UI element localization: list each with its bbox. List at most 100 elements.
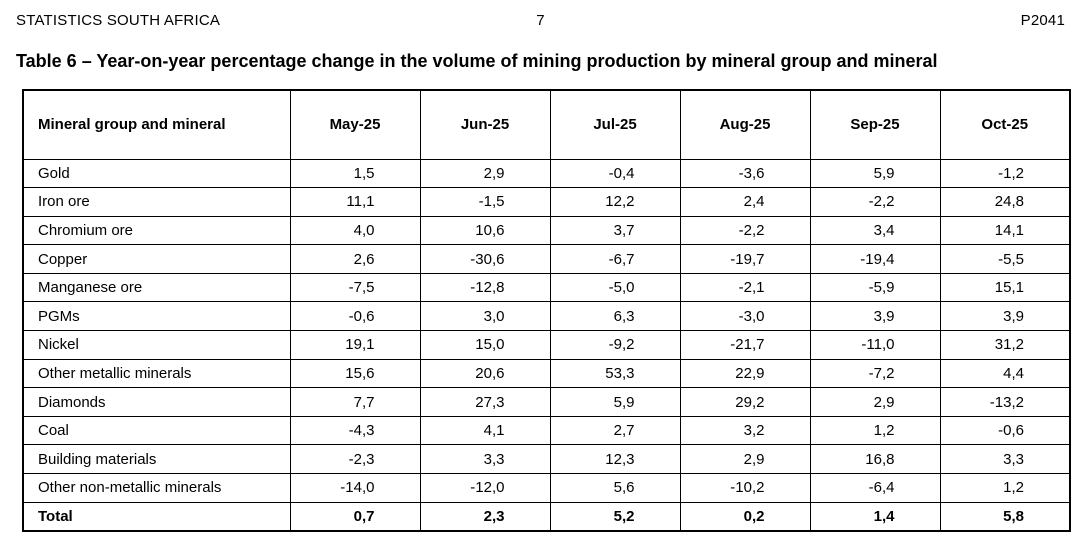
table-title: Table 6 – Year-on-year percentage change…: [16, 51, 938, 71]
value-cell: 2,9: [419, 158, 551, 189]
row-label: Total: [22, 501, 291, 532]
value-cell: 24,8: [939, 187, 1071, 217]
mining-production-table: Mineral group and mineral May-25 Jun-25 Ju…: [22, 89, 1071, 532]
value-cell: -5,5: [939, 244, 1071, 274]
page-header: STATISTICS SOUTH AFRICA 7 P2041: [16, 12, 1065, 29]
value-cell: 1,2: [939, 473, 1071, 503]
value-cell: -1,2: [939, 158, 1071, 189]
value-cell: 7,7: [289, 387, 421, 417]
value-cell: -0,6: [289, 301, 421, 332]
value-cell: 12,2: [549, 187, 681, 217]
value-cell: 3,2: [679, 415, 811, 446]
value-cell: -2,2: [679, 215, 811, 246]
table-row: Building materials -2,3 3,3 12,3 2,9 16,8 3,3: [22, 444, 1071, 475]
column-header-jul-25: Jul-25: [549, 89, 681, 160]
value-cell: 5,2: [549, 501, 681, 532]
value-cell: 11,1: [289, 187, 421, 217]
column-header-jun-25: Jun-25: [419, 89, 551, 160]
table-row: Nickel 19,1 15,0 -9,2 -21,7 -11,0 31,2: [22, 330, 1071, 360]
value-cell: 10,6: [419, 215, 551, 246]
table-row: Other non-metallic minerals -14,0 -12,0 5,6…: [22, 473, 1071, 503]
value-cell: 12,3: [549, 444, 681, 475]
value-cell: -2,2: [809, 187, 941, 217]
value-cell: -12,0: [419, 473, 551, 503]
table-row: Coal -4,3 4,1 2,7 3,2 1,2 -0,6: [22, 415, 1071, 446]
value-cell: -3,0: [679, 301, 811, 332]
value-cell: 2,7: [549, 415, 681, 446]
value-cell: 3,0: [419, 301, 551, 332]
table-total-row: Total 0,7 2,3 5,2 0,2 1,4 5,8: [22, 501, 1071, 532]
value-cell: -30,6: [419, 244, 551, 274]
value-cell: 3,7: [549, 215, 681, 246]
value-cell: 1,2: [809, 415, 941, 446]
value-cell: -12,8: [419, 272, 551, 303]
table-header-row: Mineral group and mineral May-25 Jun-25 Ju…: [22, 89, 1071, 160]
value-cell: 1,4: [809, 501, 941, 532]
value-cell: 2,9: [679, 444, 811, 475]
value-cell: -19,7: [679, 244, 811, 274]
value-cell: 4,1: [419, 415, 551, 446]
value-cell: 4,0: [289, 215, 421, 246]
value-cell: -6,7: [549, 244, 681, 274]
value-cell: -0,6: [939, 415, 1071, 446]
value-cell: 2,4: [679, 187, 811, 217]
value-cell: 2,3: [419, 501, 551, 532]
row-label: Chromium ore: [22, 215, 291, 246]
value-cell: -7,5: [289, 272, 421, 303]
value-cell: -9,2: [549, 330, 681, 360]
value-cell: 31,2: [939, 330, 1071, 360]
value-cell: 5,8: [939, 501, 1071, 532]
value-cell: 3,3: [939, 444, 1071, 475]
column-header-aug-25: Aug-25: [679, 89, 811, 160]
row-header-label: Mineral group and mineral: [22, 89, 291, 160]
value-cell: 3,9: [809, 301, 941, 332]
value-cell: 27,3: [419, 387, 551, 417]
value-cell: -5,0: [549, 272, 681, 303]
value-cell: 15,6: [289, 358, 421, 389]
value-cell: -11,0: [809, 330, 941, 360]
value-cell: 15,1: [939, 272, 1071, 303]
value-cell: 3,3: [419, 444, 551, 475]
column-header-may-25: May-25: [289, 89, 421, 160]
table-row: Other metallic minerals 15,6 20,6 53,3 22,9-…: [22, 358, 1071, 389]
value-cell: 5,6: [549, 473, 681, 503]
row-label: Iron ore: [22, 187, 291, 217]
value-cell: 6,3: [549, 301, 681, 332]
value-cell: 19,1: [289, 330, 421, 360]
value-cell: 0,7: [289, 501, 421, 532]
value-cell: -7,2: [809, 358, 941, 389]
value-cell: -13,2: [939, 387, 1071, 417]
value-cell: 3,4: [809, 215, 941, 246]
value-cell: -1,5: [419, 187, 551, 217]
table-row: Iron ore 11,1 -1,5 12,2 2,4 -2,2 24,8: [22, 187, 1071, 217]
value-cell: 14,1: [939, 215, 1071, 246]
table-row: Manganese ore -7,5 -12,8 -5,0 -2,1 -5,9 15,1: [22, 272, 1071, 303]
table-body: Gold 1,5 2,9 -0,4 -3,6 5,9 -1,2 Iron ore 11,1 -1,…: [22, 158, 1071, 532]
value-cell: -2,3: [289, 444, 421, 475]
table-row: PGMs -0,6 3,0 6,3 -3,0 3,9 3,9: [22, 301, 1071, 332]
value-cell: 16,8: [809, 444, 941, 475]
row-label: Other non-metallic minerals: [22, 473, 291, 503]
row-label: Gold: [22, 158, 291, 189]
table-row: Gold 1,5 2,9 -0,4 -3,6 5,9 -1,2: [22, 158, 1071, 189]
value-cell: -2,1: [679, 272, 811, 303]
row-label: Building materials: [22, 444, 291, 475]
row-label: Nickel: [22, 330, 291, 360]
value-cell: -10,2: [679, 473, 811, 503]
value-cell: 5,9: [549, 387, 681, 417]
row-label: PGMs: [22, 301, 291, 332]
value-cell: 1,5: [289, 158, 421, 189]
value-cell: -0,4: [549, 158, 681, 189]
value-cell: -21,7: [679, 330, 811, 360]
value-cell: -4,3: [289, 415, 421, 446]
value-cell: -5,9: [809, 272, 941, 303]
row-label: Diamonds: [22, 387, 291, 417]
organization-name: STATISTICS SOUTH AFRICA: [16, 12, 221, 29]
value-cell: 5,9: [809, 158, 941, 189]
row-label: Manganese ore: [22, 272, 291, 303]
value-cell: 2,9: [809, 387, 941, 417]
value-cell: -6,4: [809, 473, 941, 503]
value-cell: -19,4: [809, 244, 941, 274]
table-row: Diamonds 7,7 27,3 5,9 29,2 2,9 -13,2: [22, 387, 1071, 417]
